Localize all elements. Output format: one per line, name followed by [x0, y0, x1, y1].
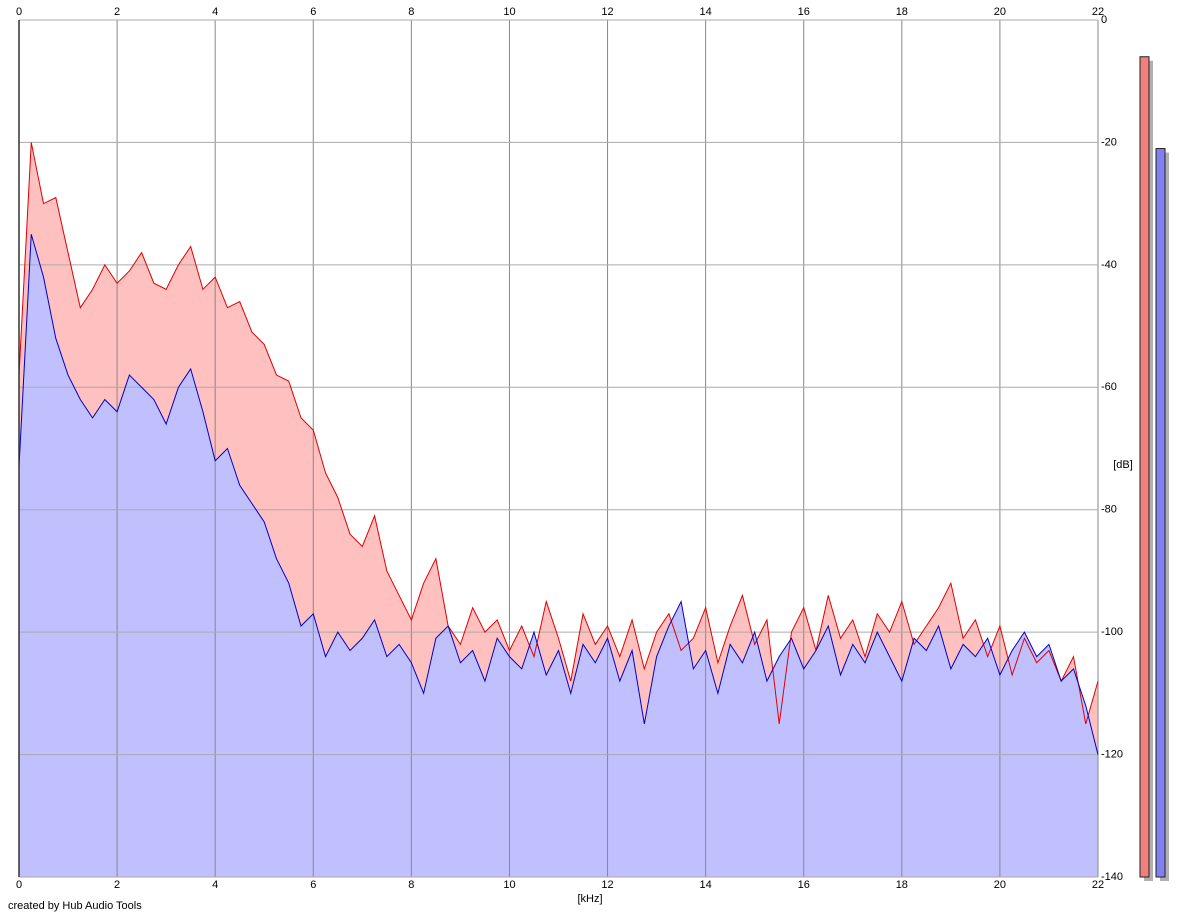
x-tick-label: 12	[601, 879, 613, 891]
y-tick-label: 0	[1101, 14, 1107, 26]
level-meter	[1155, 148, 1166, 878]
level-meter	[1139, 56, 1150, 878]
x-tick-label: 18	[896, 879, 908, 891]
x-tick-label: 4	[212, 879, 218, 891]
x-tick-label: 22	[1092, 879, 1104, 891]
spectrum-line	[18, 234, 1099, 755]
y-tick-label: -20	[1101, 136, 1117, 148]
spectrum-line	[18, 142, 1099, 725]
x-tick-label: 6	[310, 6, 316, 18]
area-fill	[19, 234, 1098, 877]
x-tick-label: 14	[700, 879, 712, 891]
x-tick-label: 10	[503, 879, 515, 891]
x-tick-label: 10	[503, 6, 515, 18]
x-tick-label: 20	[994, 879, 1006, 891]
y-tick-label: -40	[1101, 259, 1117, 271]
footer: created by Hub Audio Tools	[8, 900, 142, 912]
x-tick-label: 14	[700, 6, 712, 18]
x-tick-label: 12	[601, 6, 613, 18]
y-axis-label: [dB]	[1113, 459, 1133, 471]
x-tick-label: 0	[16, 6, 22, 18]
y-tick-label: -80	[1101, 504, 1117, 516]
x-tick-label: 8	[408, 879, 414, 891]
y-tick-label: -140	[1101, 871, 1123, 883]
x-tick-label: 6	[310, 879, 316, 891]
x-tick-label: 22	[1092, 6, 1104, 18]
y-tick-label: -120	[1101, 748, 1123, 760]
x-tick-label: 2	[114, 879, 120, 891]
x-tick-label: 8	[408, 6, 414, 18]
x-tick-label: 2	[114, 6, 120, 18]
x-tick-label: 16	[798, 879, 810, 891]
y-tick-label: -60	[1101, 381, 1117, 393]
x-tick-label: 16	[798, 6, 810, 18]
y-tick-label: -100	[1101, 626, 1123, 638]
x-tick-label: 20	[994, 6, 1006, 18]
x-axis-label: [kHz]	[577, 893, 602, 905]
x-tick-label: 18	[896, 6, 908, 18]
x-tick-label: 0	[16, 879, 22, 891]
x-tick-label: 4	[212, 6, 218, 18]
